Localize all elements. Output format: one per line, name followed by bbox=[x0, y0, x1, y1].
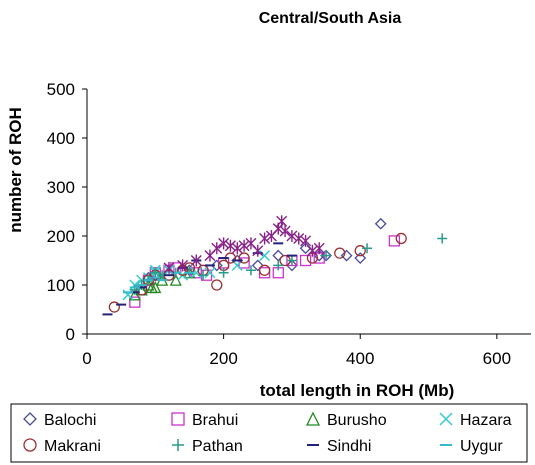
data-point bbox=[251, 259, 264, 272]
y-axis-title: number of ROH bbox=[6, 107, 25, 233]
data-point bbox=[245, 265, 256, 276]
x-tick-label: 200 bbox=[209, 349, 237, 368]
data-point bbox=[293, 232, 305, 245]
y-tick-label: 400 bbox=[47, 129, 75, 148]
data-point bbox=[231, 242, 243, 255]
data-point bbox=[286, 255, 297, 266]
data-point bbox=[108, 301, 120, 313]
data-point bbox=[218, 267, 229, 278]
data-point bbox=[177, 259, 189, 272]
data-point bbox=[306, 244, 318, 257]
data-point bbox=[259, 232, 271, 245]
data-point bbox=[388, 235, 401, 247]
data-point bbox=[258, 264, 271, 276]
x-axis-title: total length in ROH (Mb) bbox=[260, 381, 455, 400]
x-tick-label: 400 bbox=[346, 349, 374, 368]
data-point bbox=[238, 239, 250, 252]
legend-marker bbox=[23, 412, 37, 426]
data-point bbox=[299, 254, 312, 267]
legend-label: Sindhi bbox=[327, 438, 371, 455]
data-point bbox=[354, 245, 366, 257]
data-point bbox=[149, 280, 162, 294]
data-point bbox=[210, 259, 223, 272]
data-point bbox=[286, 230, 298, 242]
legend-marker bbox=[171, 412, 185, 426]
data-point bbox=[163, 261, 175, 274]
data-point bbox=[437, 233, 448, 244]
legend-label: Pathan bbox=[192, 438, 243, 455]
data-point bbox=[273, 260, 284, 271]
legend-marker bbox=[172, 439, 184, 451]
data-point bbox=[334, 247, 346, 259]
legend-marker bbox=[305, 411, 321, 426]
legend-label: Makrani bbox=[44, 438, 101, 455]
y-tick-label: 0 bbox=[66, 325, 75, 344]
x-tick-label: 600 bbox=[483, 349, 511, 368]
data-point bbox=[313, 242, 325, 255]
legend-label: Brahui bbox=[192, 412, 238, 429]
y-tick-label: 200 bbox=[47, 227, 75, 246]
x-tick-label: 0 bbox=[82, 349, 91, 368]
chart-title: Central/South Asia bbox=[259, 10, 402, 27]
legend-marker bbox=[23, 438, 37, 452]
data-point bbox=[198, 270, 209, 281]
series-uygur bbox=[122, 271, 195, 294]
data-point bbox=[362, 243, 373, 254]
data-point bbox=[122, 289, 134, 301]
data-point bbox=[321, 250, 332, 261]
series-sindhi bbox=[102, 242, 297, 316]
data-point bbox=[259, 250, 271, 262]
plot-area: 0 100 200 300 400 500 0 200 400 600 bbox=[47, 80, 531, 368]
data-point bbox=[129, 296, 141, 308]
legend-label: Balochi bbox=[44, 412, 96, 429]
data-point bbox=[150, 267, 161, 278]
data-point bbox=[224, 239, 236, 252]
y-tick-label: 500 bbox=[47, 80, 75, 99]
data-point bbox=[354, 252, 367, 264]
legend-label: Burusho bbox=[327, 412, 387, 429]
data-point bbox=[211, 279, 223, 291]
legend-marker bbox=[439, 412, 453, 426]
legend-label: Hazara bbox=[460, 412, 512, 429]
data-point bbox=[340, 249, 353, 262]
data-point bbox=[190, 267, 202, 279]
data-point bbox=[300, 234, 312, 247]
data-point bbox=[374, 217, 387, 230]
data-point bbox=[395, 232, 407, 245]
y-tick-label: 100 bbox=[47, 276, 75, 295]
series-unlabeled bbox=[163, 215, 325, 274]
y-tick-label: 300 bbox=[47, 178, 75, 197]
data-point bbox=[276, 215, 288, 228]
data-point bbox=[190, 254, 202, 267]
data-point bbox=[279, 225, 291, 238]
data-marks bbox=[102, 215, 448, 316]
data-point bbox=[204, 267, 216, 279]
legend-label: Uygur bbox=[460, 438, 503, 455]
data-point bbox=[258, 267, 271, 279]
data-point bbox=[252, 244, 264, 257]
data-point bbox=[211, 242, 223, 255]
legend: Balochi Brahui Burusho Hazara Makrani Pathan S… bbox=[10, 403, 528, 463]
data-point bbox=[238, 252, 250, 264]
data-point bbox=[272, 249, 285, 262]
data-point bbox=[218, 237, 230, 250]
